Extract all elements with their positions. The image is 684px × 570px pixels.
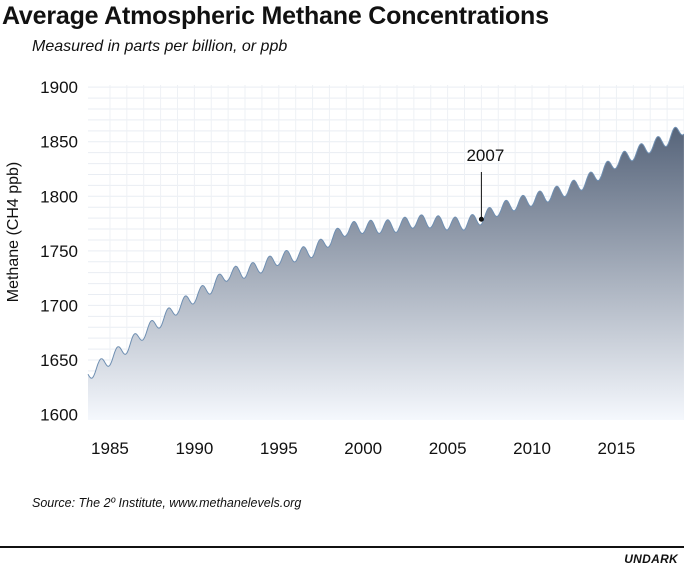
y-tick-label: 1600 [40,406,78,425]
methane-area-chart: 1600 1650 1700 1750 1800 1850 1900 1985 1990 199… [5,78,684,458]
y-tick-label: 1650 [40,351,78,370]
x-tick-label: 2005 [429,439,467,458]
y-tick-label: 1700 [40,296,78,315]
x-tick-label: 1990 [175,439,213,458]
y-tick-label: 1800 [40,187,78,206]
x-tick-label: 2010 [513,439,551,458]
annotation-label: 2007 [466,146,504,165]
chart-title: Average Atmospheric Methane Concentratio… [2,2,549,30]
chart-subtitle: Measured in parts per billion, or ppb [32,38,288,55]
x-tick-label: 2000 [344,439,382,458]
annotations: 2007 [466,146,504,222]
y-tick-label: 1850 [40,133,78,152]
x-tick-label: 2015 [598,439,636,458]
methane-line [87,126,684,379]
y-axis-label: Methane (CH4 ppb) [5,162,22,303]
annotation-point [478,216,484,222]
source-note: Source: The 2º Institute, www.methanelev… [32,496,302,510]
y-tick-label: 1900 [40,78,78,97]
brand-logo: UNDARK [624,552,678,566]
y-tick-label: 1750 [40,242,78,261]
x-axis-ticks: 1985 1990 1995 2000 2005 2010 2015 [91,439,635,458]
x-tick-label: 1995 [260,439,298,458]
footer-divider [0,546,684,548]
x-tick-label: 1985 [91,439,129,458]
y-axis-ticks: 1600 1650 1700 1750 1800 1850 1900 [40,78,78,424]
